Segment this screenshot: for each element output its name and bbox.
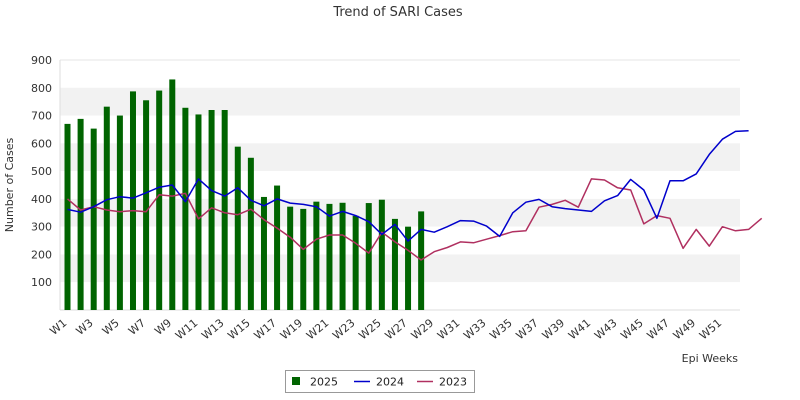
- bar-2025-W5: [116, 115, 123, 310]
- legend-label-2025: 2025: [310, 376, 338, 389]
- y-tick-label: 200: [31, 248, 52, 261]
- x-tick-label: W43: [592, 316, 619, 342]
- bar-2025-W23: [352, 215, 359, 310]
- x-tick-label: W23: [330, 316, 357, 342]
- x-tick-label: W15: [225, 316, 252, 342]
- bar-2025-W16: [260, 196, 267, 310]
- x-tick-label: W51: [697, 316, 724, 342]
- x-tick-label: W13: [199, 316, 226, 342]
- x-tick-label: W7: [126, 316, 148, 337]
- bar-2025-W19: [300, 208, 307, 310]
- x-tick-label: W9: [152, 316, 174, 337]
- y-tick-label: 800: [31, 82, 52, 95]
- legend: 2025 2024 2023: [285, 370, 475, 393]
- y-tick-label: 700: [31, 110, 52, 123]
- x-tick-label: W25: [356, 316, 383, 342]
- bar-2025-W1: [64, 123, 71, 310]
- legend-marker-2025: [292, 377, 300, 385]
- x-tick-label: W47: [645, 316, 672, 342]
- x-tick-label: W35: [487, 316, 514, 342]
- bar-2025-W26: [391, 218, 398, 310]
- y-axis-ticks: 100 200 300 400 500 600 700 800 900: [31, 54, 52, 289]
- x-tick-label: W31: [435, 316, 462, 342]
- x-tick-label: W19: [278, 316, 305, 342]
- bar-2025-W18: [287, 206, 294, 310]
- y-tick-label: 900: [31, 54, 52, 67]
- bar-2025-W2: [77, 118, 84, 310]
- bar-2025-W27: [405, 226, 412, 310]
- x-tick-label: W11: [173, 316, 200, 342]
- x-tick-label: W29: [409, 316, 436, 342]
- bar-2025-W17: [274, 185, 281, 310]
- bar-2025-W13: [221, 110, 228, 310]
- x-tick-label: W37: [514, 316, 541, 342]
- bar-2025-W24: [365, 203, 372, 310]
- x-tick-label: W5: [100, 316, 122, 337]
- bar-2025-W7: [143, 100, 150, 311]
- y-tick-label: 100: [31, 276, 52, 289]
- bar-2025-W14: [234, 146, 241, 310]
- x-axis-ticks: W1 W3 W5 W7 W9W11W13W15W17W19W21W23W25W27W29…: [47, 316, 724, 342]
- x-tick-label: W27: [383, 316, 410, 342]
- x-tick-label: W3: [74, 316, 96, 337]
- bar-2025-W3: [90, 128, 97, 310]
- bar-2025-W15: [247, 157, 254, 310]
- x-tick-label: W41: [566, 316, 593, 342]
- chart-title: Trend of SARI Cases: [332, 5, 463, 20]
- line-series-2024: [67, 130, 749, 242]
- x-tick-label: W49: [671, 316, 698, 342]
- legend-label-2024: 2024: [376, 376, 404, 389]
- bar-2025-W11: [195, 114, 202, 310]
- bar-2025-W9: [169, 79, 176, 310]
- bar-2025-W12: [208, 110, 215, 310]
- y-tick-label: 500: [31, 165, 52, 178]
- x-tick-label: W39: [540, 316, 567, 342]
- bar-2025-W6: [129, 91, 136, 310]
- x-tick-label: W21: [304, 316, 331, 342]
- legend-label-2023: 2023: [439, 376, 467, 389]
- y-tick-label: 300: [31, 221, 52, 234]
- bar-2025-W4: [103, 106, 110, 311]
- x-tick-label: W17: [252, 316, 279, 342]
- legend-box: [285, 370, 475, 393]
- bar-2025-W22: [339, 202, 346, 310]
- x-tick-label: W33: [461, 316, 488, 342]
- bar-2025-W8: [156, 90, 163, 310]
- grid-band: [60, 60, 740, 88]
- y-tick-label: 600: [31, 137, 52, 150]
- bar-2025-W20: [313, 201, 320, 310]
- y-axis-label: Number of Cases: [3, 138, 16, 233]
- x-tick-label: W1: [47, 316, 69, 337]
- line-series: [67, 130, 763, 261]
- x-axis-label: Epi Weeks: [682, 352, 739, 365]
- bar-2025-W10: [182, 107, 189, 311]
- y-tick-label: 400: [31, 193, 52, 206]
- line-series-2023: [67, 178, 763, 261]
- bar-2025-W25: [378, 199, 385, 310]
- series-2025-bars: [64, 79, 425, 311]
- x-tick-label: W45: [618, 316, 645, 342]
- bar-2025-W21: [326, 203, 333, 310]
